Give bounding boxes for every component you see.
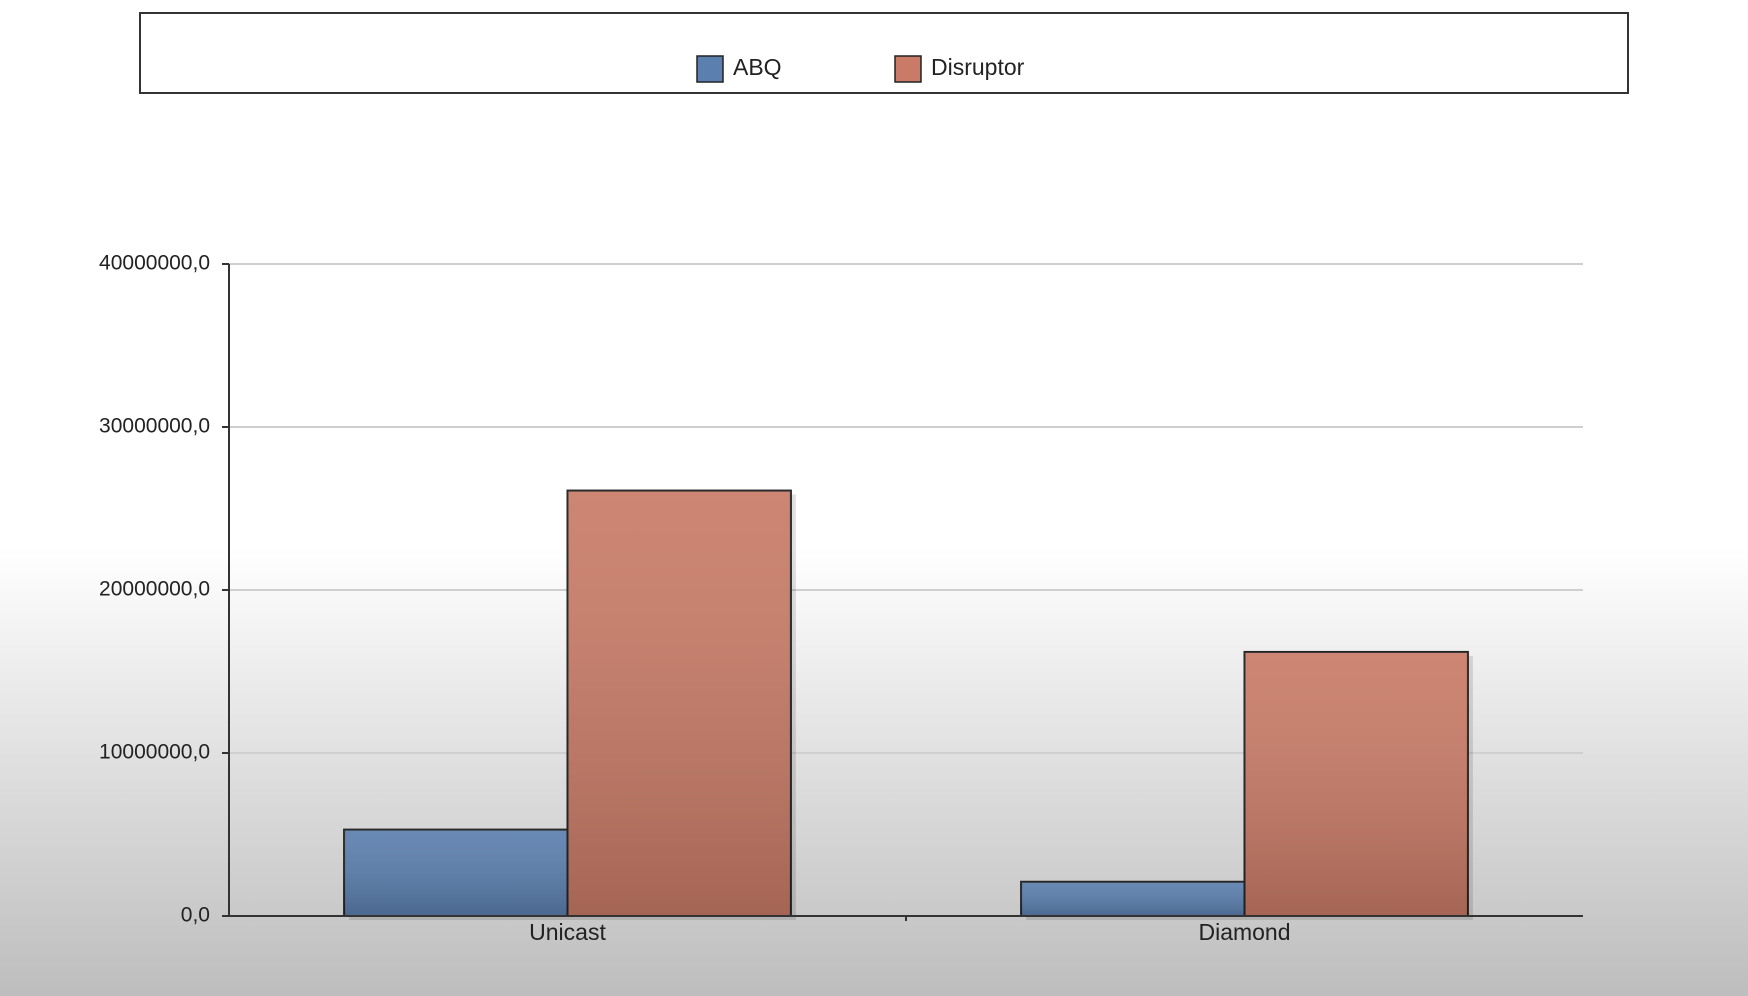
x-tick-label: Diamond	[1198, 919, 1290, 945]
y-tick-label: 20000000,0	[99, 578, 210, 601]
legend-swatch	[696, 55, 724, 83]
y-tick-label: 10000000,0	[99, 741, 210, 764]
bar	[566, 489, 792, 917]
legend-box	[139, 12, 1629, 94]
y-tick-label: 0,0	[181, 904, 210, 927]
bar	[343, 828, 569, 917]
legend-label: Disruptor	[931, 54, 1025, 80]
legend-label: ABQ	[733, 54, 782, 80]
legend-swatch	[894, 55, 922, 83]
y-tick-label: 30000000,0	[99, 415, 210, 438]
y-tick-label: 40000000,0	[99, 252, 210, 275]
bar	[1243, 650, 1469, 917]
x-tick-label: Unicast	[529, 919, 606, 945]
bar	[1020, 880, 1246, 918]
